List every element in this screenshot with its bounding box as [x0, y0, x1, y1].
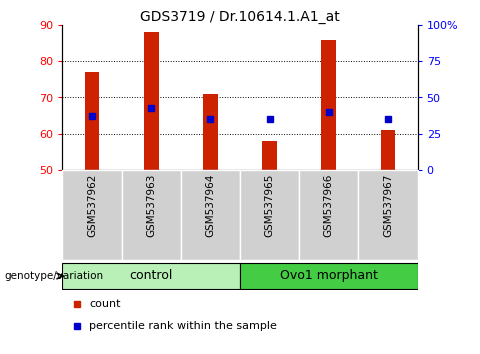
Text: GSM537964: GSM537964	[205, 173, 216, 237]
Bar	[299, 170, 359, 260]
Bar	[240, 263, 418, 290]
Text: control: control	[130, 269, 173, 282]
Title: GDS3719 / Dr.10614.1.A1_at: GDS3719 / Dr.10614.1.A1_at	[140, 10, 340, 24]
Text: genotype/variation: genotype/variation	[5, 271, 104, 281]
Bar	[359, 170, 418, 260]
Text: GSM537967: GSM537967	[383, 173, 393, 237]
Bar	[203, 94, 218, 170]
Bar	[144, 32, 158, 170]
Text: GSM537963: GSM537963	[146, 173, 156, 237]
Bar	[322, 40, 336, 170]
Bar	[181, 170, 240, 260]
Bar	[62, 170, 121, 260]
Text: GSM537965: GSM537965	[264, 173, 275, 237]
Bar	[381, 130, 396, 170]
Text: GSM537966: GSM537966	[324, 173, 334, 237]
Bar	[62, 263, 240, 290]
Text: Ovo1 morphant: Ovo1 morphant	[280, 269, 378, 282]
Bar	[240, 170, 299, 260]
Bar	[84, 72, 99, 170]
Text: GSM537962: GSM537962	[87, 173, 97, 237]
Bar	[121, 170, 181, 260]
Text: percentile rank within the sample: percentile rank within the sample	[89, 321, 277, 331]
Bar	[262, 141, 277, 170]
Text: count: count	[89, 299, 120, 309]
